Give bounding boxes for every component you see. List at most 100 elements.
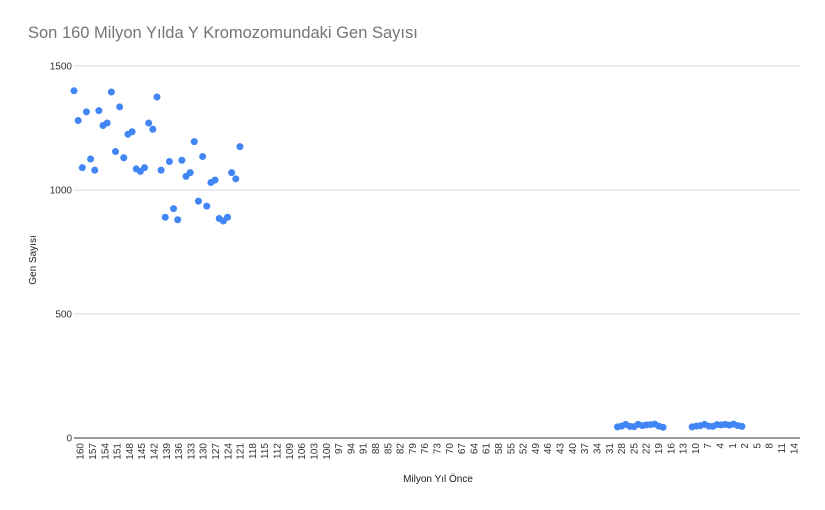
x-tick-label: 2	[740, 443, 751, 449]
x-tick-label: 16	[666, 443, 677, 455]
x-tick-label: 85	[383, 443, 394, 455]
data-point	[174, 216, 182, 224]
data-point	[199, 153, 207, 161]
x-tick-label: 31	[605, 443, 616, 455]
x-tick-label: 100	[322, 443, 333, 460]
y-tick-label: 1000	[50, 186, 73, 197]
data-point	[120, 154, 128, 162]
x-axis-ticks: 160 157 154 151 148 145 142 139 136 133 130 127 124 1…	[76, 443, 801, 460]
x-tick-label: 61	[482, 443, 493, 455]
x-tick-label: 88	[371, 443, 382, 455]
x-tick-label: 67	[457, 443, 468, 455]
data-point	[78, 164, 86, 172]
y-axis-ticks: 0 500 1000 1500	[50, 62, 73, 445]
data-point	[149, 125, 157, 133]
x-tick-label: 103	[309, 443, 320, 460]
data-point	[161, 213, 169, 221]
x-tick-label: 70	[445, 443, 456, 455]
x-tick-label: 136	[174, 443, 185, 460]
x-tick-label: 91	[359, 443, 370, 455]
data-point	[178, 156, 186, 164]
x-tick-label: 4	[716, 443, 727, 449]
data-point	[153, 93, 161, 101]
data-point	[91, 166, 99, 174]
y-axis-title: Gen Sayısı	[28, 235, 39, 284]
data-points	[70, 87, 746, 431]
x-tick-label: 10	[691, 443, 702, 455]
x-tick-label: 97	[334, 443, 345, 455]
x-tick-label: 118	[248, 443, 259, 459]
x-tick-label: 148	[125, 443, 136, 460]
x-tick-label: 82	[396, 443, 407, 455]
chart-title: Son 160 Milyon Yılda Y Kromozomundaki Ge…	[28, 24, 418, 42]
data-point	[74, 117, 82, 125]
x-tick-label: 1	[728, 443, 739, 449]
y-tick-label: 500	[55, 310, 72, 321]
data-point	[190, 138, 198, 146]
x-tick-label: 43	[556, 443, 567, 455]
x-tick-label: 55	[506, 443, 517, 455]
data-point	[103, 119, 111, 127]
x-tick-label: 109	[285, 443, 296, 460]
data-point	[186, 169, 194, 177]
x-tick-label: 14	[789, 443, 800, 455]
x-tick-label: 142	[149, 443, 160, 460]
x-tick-label: 7	[703, 443, 714, 449]
x-tick-label: 19	[654, 443, 665, 455]
x-tick-label: 106	[297, 443, 308, 460]
x-tick-label: 151	[113, 443, 124, 460]
data-point	[111, 148, 119, 156]
x-tick-label: 127	[211, 443, 222, 460]
x-tick-label: 115	[260, 443, 271, 459]
x-tick-label: 11	[777, 443, 788, 454]
data-point	[232, 175, 240, 183]
x-tick-label: 124	[223, 443, 234, 460]
data-point	[82, 108, 90, 116]
data-point	[70, 87, 78, 95]
gridlines	[74, 65, 800, 439]
data-point	[738, 422, 746, 430]
x-tick-label: 34	[592, 443, 603, 455]
x-tick-label: 46	[543, 443, 554, 455]
x-tick-label: 64	[469, 443, 480, 455]
data-point	[203, 202, 211, 210]
x-tick-label: 58	[494, 443, 505, 455]
x-tick-label: 22	[642, 443, 653, 455]
x-tick-label: 145	[137, 443, 148, 460]
data-point	[194, 197, 202, 205]
data-point	[228, 169, 236, 177]
x-tick-label: 13	[679, 443, 690, 455]
x-tick-label: 139	[162, 443, 173, 460]
x-axis-title: Milyon Yıl Önce	[403, 473, 473, 485]
x-tick-label: 37	[580, 443, 591, 455]
data-point	[170, 205, 178, 213]
x-tick-label: 25	[629, 443, 640, 455]
x-tick-label: 157	[88, 443, 99, 460]
data-point	[211, 176, 219, 184]
x-tick-label: 73	[433, 443, 444, 455]
y-tick-label: 1500	[50, 62, 73, 73]
data-point	[128, 128, 136, 136]
x-tick-label: 121	[236, 443, 247, 460]
data-point	[107, 88, 115, 96]
x-tick-label: 94	[346, 443, 357, 455]
x-tick-label: 76	[420, 443, 431, 455]
x-tick-label: 160	[76, 443, 87, 460]
x-tick-label: 154	[100, 443, 111, 460]
data-point	[165, 157, 173, 165]
data-point	[223, 213, 231, 221]
x-tick-label: 112	[273, 443, 284, 459]
data-point	[87, 155, 95, 163]
x-tick-label: 52	[519, 443, 530, 455]
x-tick-label: 133	[186, 443, 197, 460]
data-point	[116, 103, 124, 111]
data-point	[145, 119, 153, 127]
data-point	[157, 166, 165, 174]
x-tick-label: 130	[199, 443, 210, 460]
y-tick-label: 0	[66, 434, 72, 445]
x-tick-label: 5	[752, 443, 763, 449]
x-tick-label: 28	[617, 443, 628, 455]
data-point	[236, 143, 244, 151]
x-tick-label: 40	[568, 443, 579, 455]
